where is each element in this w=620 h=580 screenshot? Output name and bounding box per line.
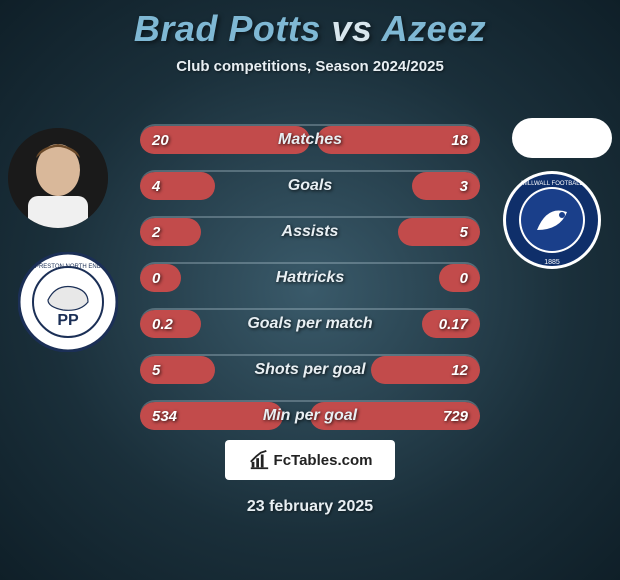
- player1-club-crest: PP PRESTON NORTH END: [18, 252, 118, 352]
- stat-row: 534729Min per goal: [140, 400, 480, 430]
- player2-avatar: [512, 118, 612, 158]
- stat-label: Goals: [140, 172, 480, 200]
- stat-row: 2018Matches: [140, 124, 480, 154]
- fctables-logo: FcTables.com: [225, 440, 395, 480]
- stat-label: Min per goal: [140, 402, 480, 430]
- stat-row: 00Hattricks: [140, 262, 480, 292]
- player2-club-crest: MILLWALL FOOTBALL 1885: [502, 170, 602, 270]
- stat-row: 25Assists: [140, 216, 480, 246]
- vs-text: vs: [331, 8, 372, 49]
- fctables-text: FcTables.com: [274, 452, 373, 469]
- player1-avatar: [8, 128, 108, 228]
- stats-bars: 2018Matches 43Goals 25Assists 00Hattricks 0.…: [140, 124, 480, 446]
- date-text: 23 february 2025: [0, 498, 620, 516]
- stat-label: Shots per goal: [140, 356, 480, 384]
- svg-text:1885: 1885: [544, 259, 560, 266]
- svg-text:MILLWALL FOOTBALL: MILLWALL FOOTBALL: [521, 181, 583, 187]
- stat-row: 0.20.17Goals per match: [140, 308, 480, 338]
- stat-label: Hattricks: [140, 264, 480, 292]
- stat-label: Goals per match: [140, 310, 480, 338]
- stat-label: Matches: [140, 126, 480, 154]
- stat-row: 512Shots per goal: [140, 354, 480, 384]
- player2-name: Azeez: [382, 8, 487, 49]
- svg-text:PRESTON NORTH END: PRESTON NORTH END: [35, 264, 102, 270]
- svg-text:PP: PP: [57, 312, 79, 329]
- stat-label: Assists: [140, 218, 480, 246]
- comparison-title: Brad Potts vs Azeez: [0, 0, 620, 50]
- stat-row: 43Goals: [140, 170, 480, 200]
- player1-name: Brad Potts: [134, 8, 321, 49]
- chart-icon: [248, 449, 270, 471]
- subtitle: Club competitions, Season 2024/2025: [0, 58, 620, 75]
